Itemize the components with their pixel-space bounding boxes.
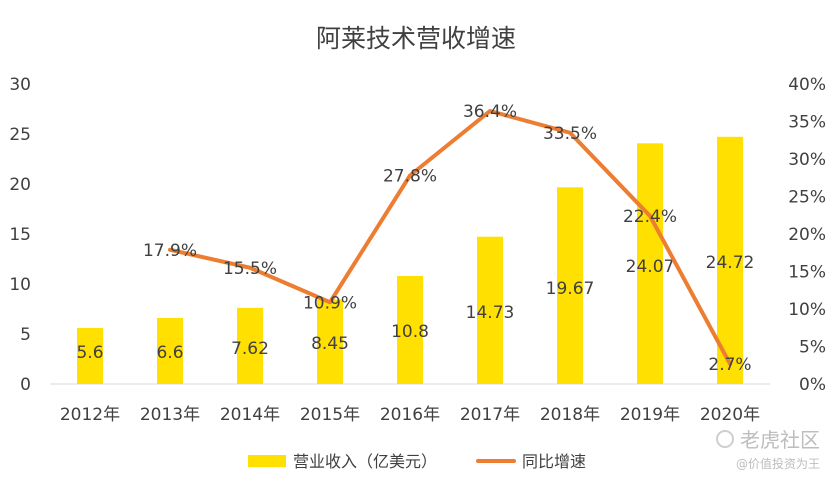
bar-value-label: 7.62 [231, 339, 269, 359]
right-tick-label: 5% [799, 338, 826, 358]
right-axis: 0% 5% 10% 15% 20% 25% 30% 35% 40% [788, 75, 826, 395]
bar-value-label: 5.6 [76, 343, 103, 363]
tiger-logo-icon [716, 429, 734, 448]
legend-line-label: 同比增速 [522, 452, 586, 471]
left-tick-label: 10 [9, 275, 31, 295]
legend-bar-swatch [248, 455, 286, 467]
line-value-label: 22.4% [623, 207, 677, 227]
bar [317, 299, 343, 384]
bar [157, 318, 183, 384]
line-value-label: 36.4% [463, 102, 517, 122]
line-value-label: 17.9% [143, 241, 197, 261]
bar [77, 328, 103, 384]
left-tick-label: 15 [9, 225, 31, 245]
right-tick-label: 0% [799, 375, 826, 395]
watermark: 老虎社区 @价值投资为王 [716, 424, 820, 472]
bar-value-label: 19.67 [546, 279, 595, 299]
right-tick-label: 10% [788, 300, 826, 320]
bar-series: 5.6 6.6 7.62 8.45 10.8 14.73 19.67 24.07 24.72 [76, 136, 755, 384]
bar-value-label: 24.72 [706, 253, 755, 273]
bar [717, 136, 743, 384]
bar [237, 307, 263, 384]
left-tick-label: 5 [20, 325, 31, 345]
line-value-label: 27.8% [383, 167, 437, 187]
bar-value-label: 10.8 [391, 322, 429, 342]
right-tick-label: 30% [788, 150, 826, 170]
bar [397, 276, 423, 384]
x-tick-label: 2013年 [140, 405, 200, 425]
x-tick-label: 2012年 [60, 405, 120, 425]
x-tick-label: 2020年 [700, 405, 760, 425]
x-tick-label: 2015年 [300, 405, 360, 425]
line-value-label: 33.5% [543, 124, 597, 144]
bar-value-label: 24.07 [626, 257, 675, 277]
chart-title: 阿莱技术营收增速 [316, 24, 516, 53]
x-tick-label: 2017年 [460, 405, 520, 425]
left-axis: 0 5 10 15 20 25 30 [9, 75, 31, 395]
legend-bar-label: 营业收入（亿美元） [293, 452, 437, 471]
bar [557, 187, 583, 384]
left-tick-label: 30 [9, 75, 31, 95]
right-tick-label: 35% [788, 113, 826, 133]
x-tick-label: 2018年 [540, 405, 600, 425]
right-tick-label: 15% [788, 263, 826, 283]
bar [477, 236, 503, 384]
watermark-author: @价值投资为王 [735, 457, 820, 471]
legend: 营业收入（亿美元） 同比增速 [248, 452, 586, 471]
line-value-label: 15.5% [223, 259, 277, 279]
line-value-label: 2.7% [708, 355, 751, 375]
left-tick-label: 20 [9, 175, 31, 195]
bar-value-label: 8.45 [311, 334, 349, 354]
right-tick-label: 25% [788, 188, 826, 208]
line-value-label: 10.9% [303, 293, 357, 313]
growth-line [168, 109, 732, 366]
line-series: 17.9% 15.5% 10.9% 27.8% 36.4% 33.5% 22.4% 2.7% [143, 102, 752, 375]
x-tick-label: 2014年 [220, 405, 280, 425]
left-tick-label: 0 [20, 375, 31, 395]
right-tick-label: 40% [788, 75, 826, 95]
bar-value-label: 6.6 [156, 343, 183, 363]
bar [637, 143, 663, 384]
x-tick-label: 2019年 [620, 405, 680, 425]
x-axis: 2012年 2013年 2014年 2015年 2016年 2017年 2018年 2019年… [60, 405, 760, 425]
right-tick-label: 20% [788, 225, 826, 245]
x-tick-label: 2016年 [380, 405, 440, 425]
left-tick-label: 25 [9, 125, 31, 145]
watermark-brand: 老虎社区 [740, 428, 820, 452]
bar-value-label: 14.73 [466, 303, 515, 323]
